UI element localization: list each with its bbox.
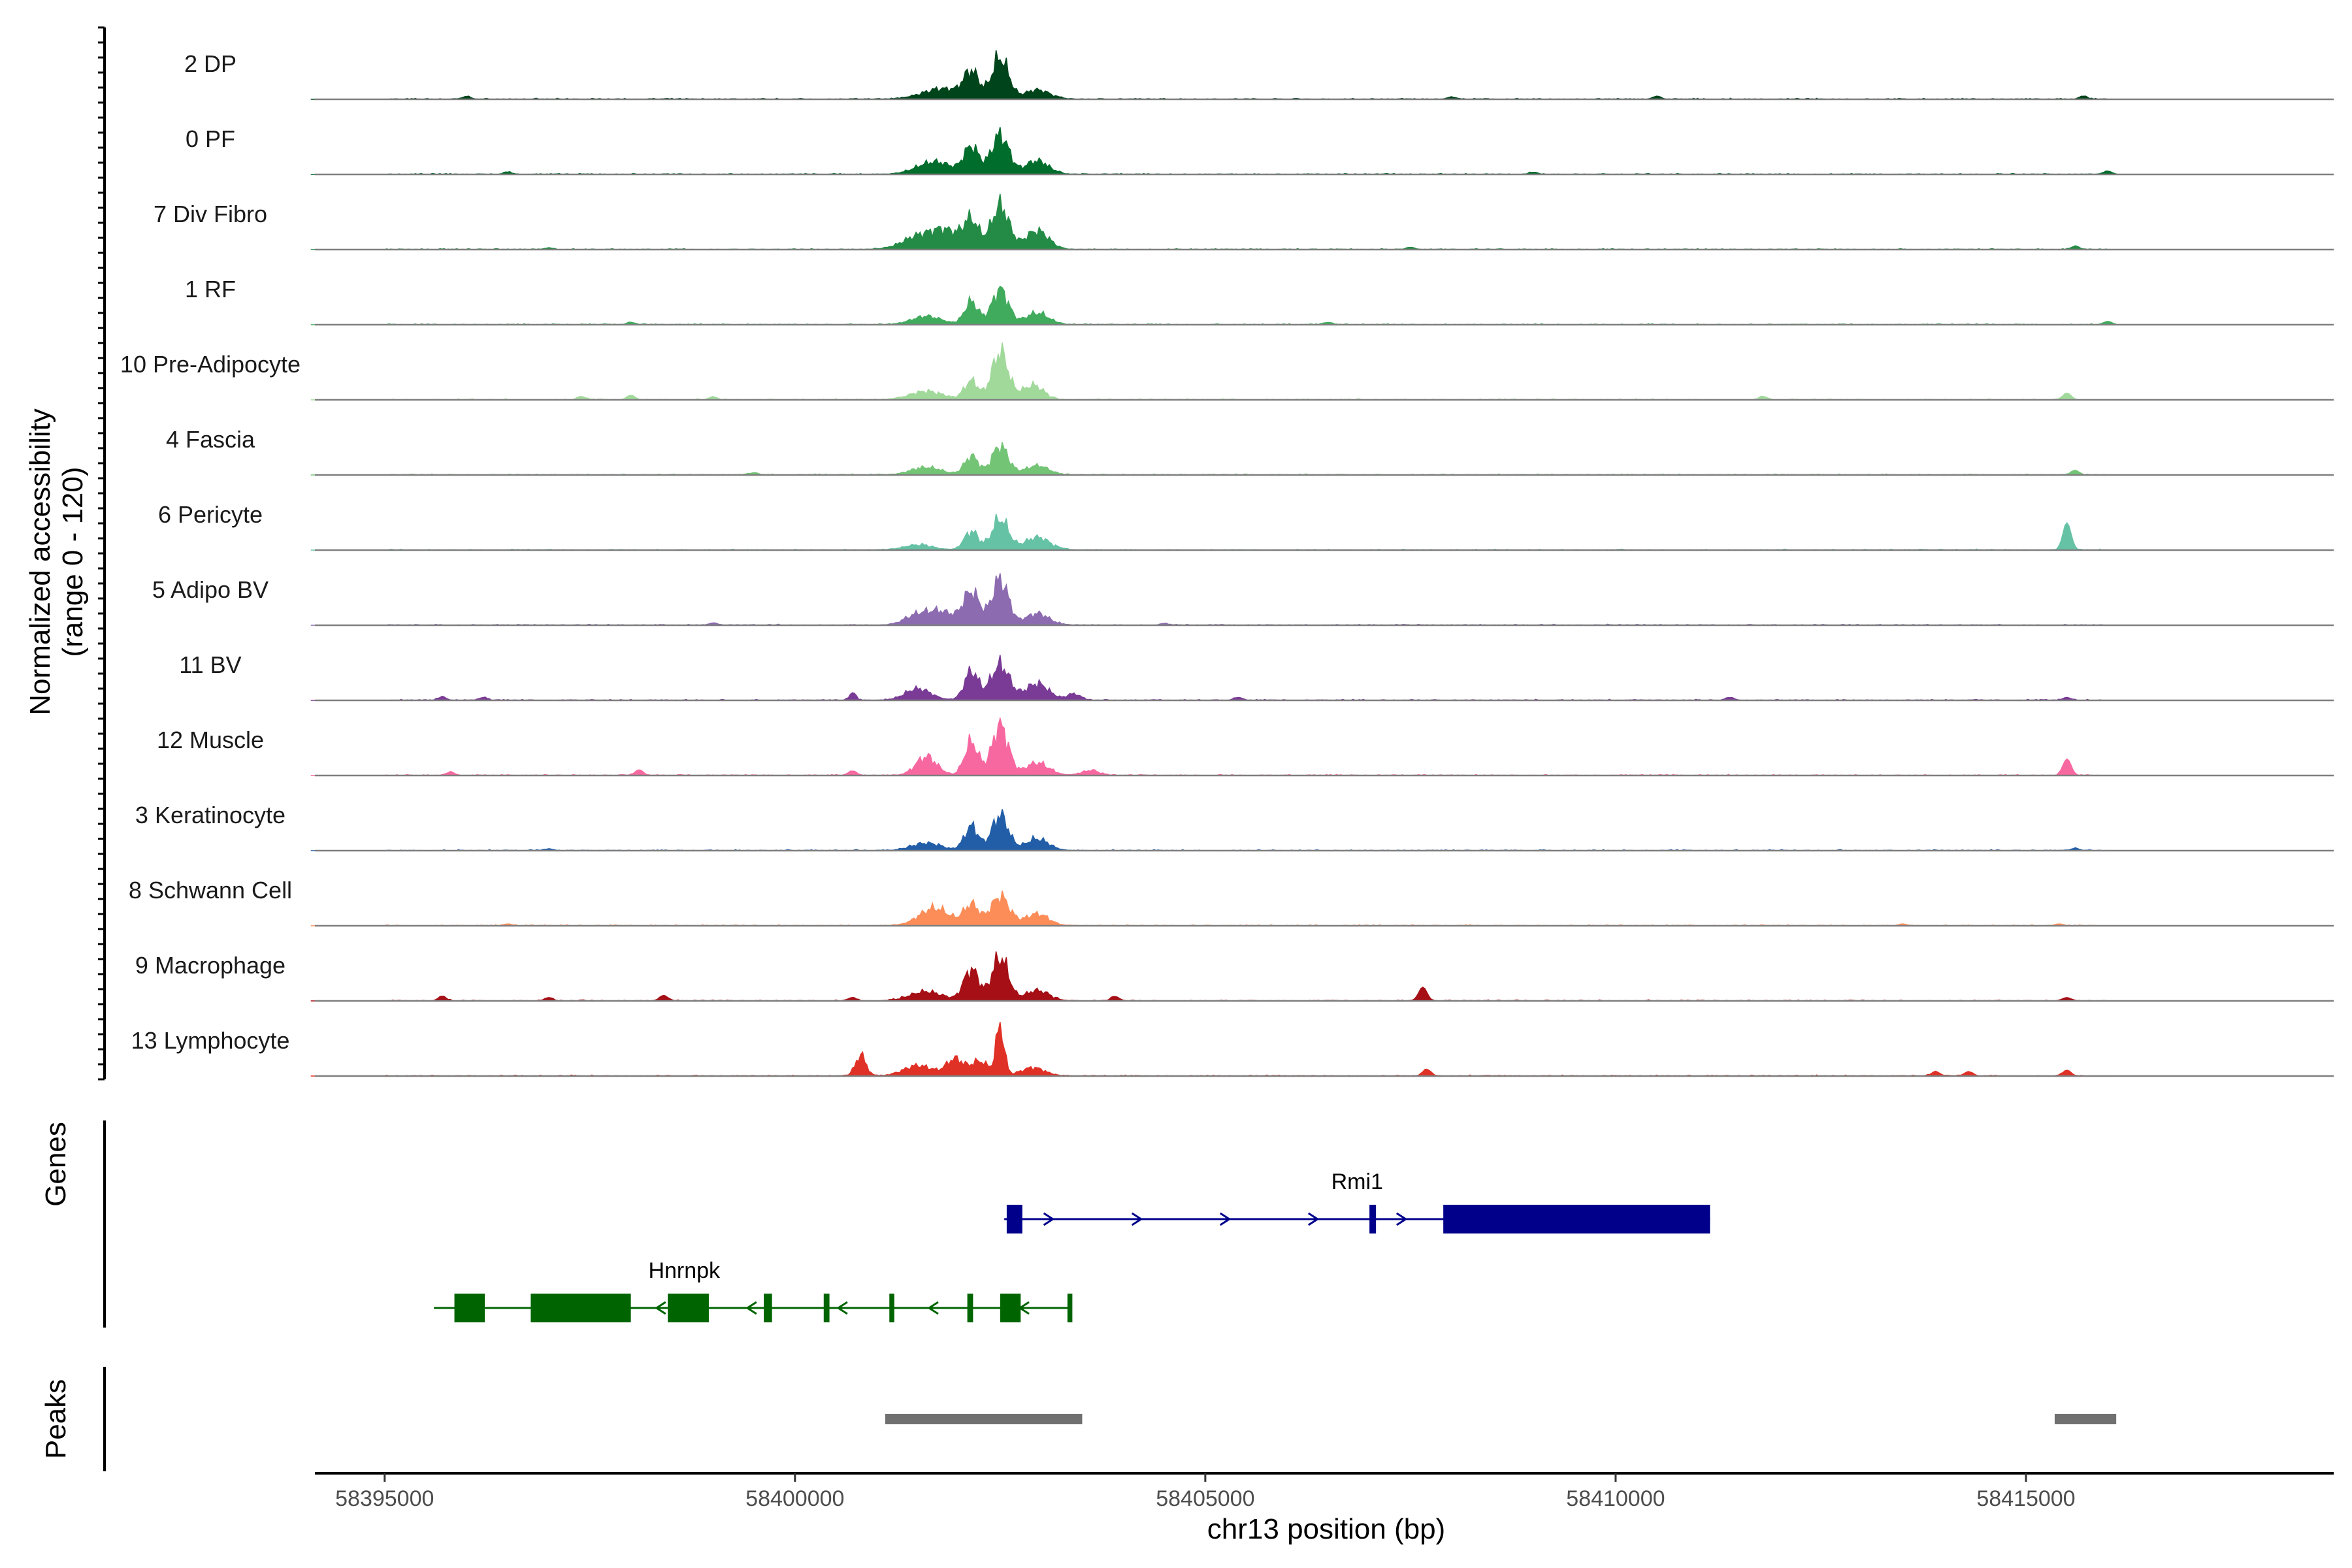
coverage-area xyxy=(310,890,2125,926)
track-10-pre-adipocyte: 10 Pre-Adipocyte xyxy=(120,342,2334,401)
gene-exon xyxy=(1067,1294,1073,1322)
gene-exon xyxy=(1000,1294,1021,1322)
strand-arrow xyxy=(927,1301,939,1315)
track-4-fascia: 4 Fascia xyxy=(166,426,2334,476)
track-0-pf: 0 PF xyxy=(186,125,2334,176)
gene-rmi1: Rmi1 xyxy=(1004,1169,1710,1233)
gene-exon xyxy=(967,1294,973,1322)
gene-exon xyxy=(1443,1205,1710,1233)
strand-arrow xyxy=(1307,1212,1320,1226)
track-1-rf: 1 RF xyxy=(185,276,2334,326)
strand-arrow xyxy=(1219,1212,1232,1226)
coverage-area xyxy=(310,573,2125,626)
coverage-area xyxy=(310,127,2125,175)
coverage-left-axis xyxy=(98,26,106,1081)
peak-track xyxy=(103,1367,2117,1471)
x-tick-label: 58400000 xyxy=(745,1486,844,1511)
coverage-area xyxy=(310,1022,2125,1077)
track-label: 13 Lymphocyte xyxy=(131,1027,290,1054)
strand-arrow xyxy=(1131,1212,1143,1226)
strand-arrow xyxy=(745,1301,757,1315)
gene-label: Hnrnpk xyxy=(648,1258,721,1283)
track-label: 5 Adipo BV xyxy=(152,576,269,603)
track-label: 3 Keratinocyte xyxy=(135,802,286,828)
gene-exon xyxy=(668,1294,709,1322)
track-2-dp: 2 DP xyxy=(184,50,2334,101)
coverage-area xyxy=(310,50,2125,100)
gene-exon xyxy=(454,1294,485,1322)
track-11-bv: 11 BV xyxy=(179,651,2334,702)
track-label: 1 RF xyxy=(185,276,236,302)
strand-arrow xyxy=(1396,1212,1408,1226)
coverage-area xyxy=(310,809,2125,851)
coverage-tracks: 2 DP 0 PF 7 Div Fibro 1 RF 10 Pre-Adipocyte 4… xyxy=(120,50,2334,1077)
track-label: 12 Muscle xyxy=(157,727,264,753)
strand-arrow xyxy=(1043,1212,1055,1226)
track-13-lymphocyte: 13 Lymphocyte xyxy=(131,1022,2334,1077)
x-tick-label: 58395000 xyxy=(335,1486,434,1511)
genes-track-title: Genes xyxy=(40,1122,72,1207)
coverage-area xyxy=(310,342,2125,400)
coverage-area xyxy=(310,442,2125,476)
track-label: 0 PF xyxy=(186,125,235,152)
gene-exon xyxy=(889,1294,894,1322)
x-tick-label: 58405000 xyxy=(1156,1486,1254,1511)
track-8-schwann-cell: 8 Schwann Cell xyxy=(129,877,2334,927)
peak-region xyxy=(2054,1414,2117,1424)
gene-exon xyxy=(764,1294,772,1322)
track-3-keratinocyte: 3 Keratinocyte xyxy=(135,802,2334,852)
y-axis-title-group: Normalized accessibility (range 0 - 120) xyxy=(24,408,89,715)
track-9-macrophage: 9 Macrophage xyxy=(135,951,2334,1002)
track-label: 11 BV xyxy=(179,651,241,678)
track-12-muscle: 12 Muscle xyxy=(157,716,2334,777)
coverage-area xyxy=(310,193,2125,250)
coverage-area xyxy=(310,286,2125,325)
x-axis-title: chr13 position (bp) xyxy=(1207,1513,1445,1545)
y-axis-subtitle: (range 0 - 120) xyxy=(57,466,89,657)
track-label: 10 Pre-Adipocyte xyxy=(120,351,301,378)
strand-arrow xyxy=(836,1301,848,1315)
gene-exon xyxy=(531,1294,631,1322)
strand-arrow xyxy=(655,1301,666,1315)
gene-hnrnpk: Hnrnpk xyxy=(434,1258,1073,1322)
track-label: 6 Pericyte xyxy=(158,501,263,528)
coverage-area xyxy=(310,716,2125,776)
track-label: 9 Macrophage xyxy=(135,952,286,979)
gene-exon xyxy=(1006,1205,1022,1233)
gene-label: Rmi1 xyxy=(1331,1169,1383,1194)
peak-region xyxy=(885,1414,1083,1424)
track-label: 2 DP xyxy=(184,50,237,77)
track-label: 7 Div Fibro xyxy=(154,201,267,227)
track-5-adipo-bv: 5 Adipo BV xyxy=(152,573,2334,627)
track-7-div-fibro: 7 Div Fibro xyxy=(154,193,2334,251)
track-6-pericyte: 6 Pericyte xyxy=(158,501,2334,551)
gene-track: Rmi1 Hnrnpk xyxy=(103,1120,1710,1328)
track-label: 8 Schwann Cell xyxy=(129,877,292,904)
track-label: 4 Fascia xyxy=(166,426,255,453)
y-axis-title: Normalized accessibility xyxy=(24,408,56,715)
coverage-area xyxy=(310,951,2125,1002)
coverage-area xyxy=(310,514,2125,551)
x-axis: 58395000 58400000 58405000 58410000 58415000 xyxy=(315,1472,2334,1511)
peaks-track-title: Peaks xyxy=(40,1379,72,1459)
gene-exon xyxy=(1369,1205,1377,1233)
x-tick-label: 58415000 xyxy=(1976,1486,2075,1511)
coverage-area xyxy=(310,655,2125,701)
x-tick-label: 58410000 xyxy=(1566,1486,1665,1511)
gene-exon xyxy=(823,1294,830,1322)
